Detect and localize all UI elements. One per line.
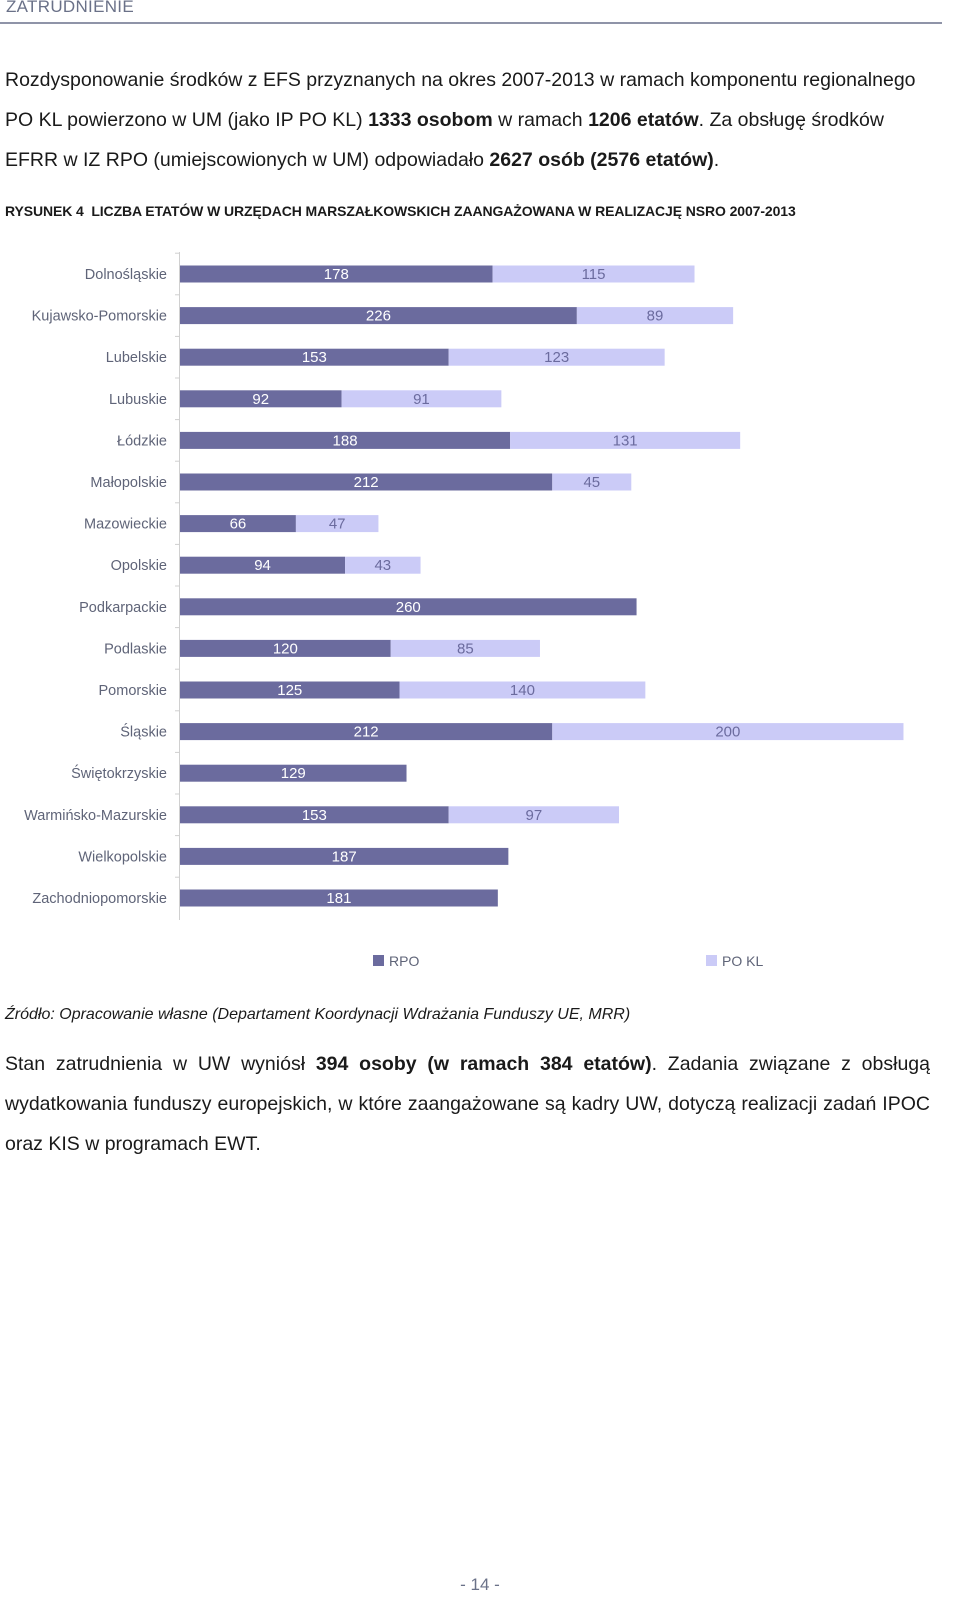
section-title: ZATRUDNIENIE <box>6 0 134 16</box>
data-label: 212 <box>354 724 379 741</box>
legend-swatch-pokl <box>706 955 717 966</box>
bar-pokl <box>399 681 646 699</box>
bar-rpo <box>180 473 553 491</box>
data-label: 226 <box>366 308 391 325</box>
data-label: 92 <box>252 391 269 408</box>
category-label: Świętokrzyskie <box>71 764 167 782</box>
category-label: Warmińsko-Mazurskie <box>24 808 167 824</box>
intro-bold-2: 1206 etatów <box>588 109 699 131</box>
category-label: Śląskie <box>120 723 167 741</box>
bar-rpo <box>180 639 391 657</box>
category-label: Wielkopolskie <box>78 849 167 865</box>
data-label: 140 <box>510 682 535 699</box>
bar-pokl <box>552 723 904 741</box>
data-label: 153 <box>302 807 327 824</box>
intro-bold-1: 1333 osobom <box>368 109 493 131</box>
intro-bold-3: 2627 osób (2576 etatów) <box>489 149 714 171</box>
data-label: 43 <box>374 557 391 574</box>
bar-pokl <box>576 307 734 325</box>
category-label: Zachodniopomorskie <box>32 891 167 907</box>
data-label: 131 <box>613 432 638 449</box>
bar-rpo <box>180 764 407 782</box>
bar-rpo <box>180 598 637 616</box>
figure-label: RYSUNEK 4 <box>5 203 84 219</box>
closing-text-2: . Zadania związane z obsługą wydatkowani… <box>5 1053 930 1155</box>
category-label: Mazowieckie <box>84 517 167 533</box>
data-label: 200 <box>715 724 740 741</box>
category-label: Małopolskie <box>90 475 167 491</box>
bar-pokl <box>448 348 665 366</box>
bar-rpo <box>180 515 296 533</box>
data-label: 187 <box>332 848 357 865</box>
figure-title: RYSUNEK 4 LICZBA ETATÓW W URZĘDACH MARSZ… <box>5 203 796 219</box>
data-label: 120 <box>273 640 298 657</box>
data-label: 178 <box>324 266 349 283</box>
data-label: 66 <box>230 516 247 533</box>
bar-rpo <box>180 307 577 325</box>
intro-text-1: Rozdysponowanie środków z EFS przyznanyc… <box>5 69 916 131</box>
data-label: 45 <box>583 474 600 491</box>
intro-text-3: . Za obsługę środków EFRR w IZ RPO (umie… <box>5 109 884 171</box>
category-label: Lubelskie <box>106 350 167 366</box>
data-label: 91 <box>413 391 430 408</box>
bar-rpo <box>180 348 449 366</box>
data-label: 260 <box>396 599 421 616</box>
category-label: Podlaskie <box>104 641 167 657</box>
data-label: 212 <box>354 474 379 491</box>
category-label: Kujawsko-Pomorskie <box>32 309 167 325</box>
category-label: Lubuskie <box>109 392 167 408</box>
bar-rpo <box>180 390 342 408</box>
bar-pokl <box>295 515 379 533</box>
bar-pokl <box>345 556 421 574</box>
legend-label-rpo: RPO <box>389 953 419 969</box>
bar-rpo <box>180 847 509 865</box>
bar-pokl <box>510 431 741 449</box>
section-header: ZATRUDNIENIE <box>0 0 942 24</box>
data-label: 89 <box>647 308 664 325</box>
data-label: 129 <box>281 765 306 782</box>
bar-rpo <box>180 265 493 283</box>
data-label: 47 <box>329 516 346 533</box>
bar-pokl <box>448 806 619 824</box>
legend-swatch-rpo <box>373 955 384 966</box>
intro-text-2: w ramach <box>492 109 589 131</box>
data-label: 188 <box>333 432 358 449</box>
bar-rpo <box>180 723 553 741</box>
figure-caption: LICZBA ETATÓW W URZĘDACH MARSZAŁKOWSKICH… <box>91 203 796 219</box>
data-label: 181 <box>326 890 351 907</box>
data-label: 115 <box>582 266 606 283</box>
category-label: Łódzkie <box>117 433 167 449</box>
staff-bar-chart: Dolnośląskie 178 115 Kujawsko-Pomorskie 226 8… <box>24 252 904 969</box>
bar-pokl <box>341 390 502 408</box>
legend-label-pokl: PO KL <box>722 953 763 969</box>
data-label: 94 <box>254 557 271 574</box>
category-label: Podkarpackie <box>79 600 167 616</box>
intro-paragraph: Rozdysponowanie środków z EFS przyznanyc… <box>5 60 930 180</box>
closing-text-1: Stan zatrudnienia w UW wyniósł <box>5 1053 316 1075</box>
bar-rpo <box>180 431 511 449</box>
data-label: 125 <box>277 682 302 699</box>
bar-pokl <box>552 473 632 491</box>
data-label: 123 <box>544 349 569 366</box>
bar-rpo <box>180 806 449 824</box>
category-label: Opolskie <box>111 558 167 574</box>
closing-paragraph: Stan zatrudnienia w UW wyniósł 394 osoby… <box>5 1044 930 1164</box>
bar-rpo <box>180 681 400 699</box>
data-label: 85 <box>457 640 474 657</box>
bar-pokl <box>492 265 695 283</box>
category-label: Pomorskie <box>99 683 168 699</box>
page-number: - 14 - <box>460 1575 500 1594</box>
category-label: Dolnośląskie <box>85 267 167 283</box>
closing-bold-1: 394 osoby (w ramach 384 etatów) <box>315 1053 652 1075</box>
bar-rpo <box>180 889 498 907</box>
data-label: 97 <box>525 807 542 824</box>
data-label: 153 <box>302 349 327 366</box>
bar-pokl <box>390 639 540 657</box>
intro-text-4: . <box>713 149 720 171</box>
bar-rpo <box>180 556 346 574</box>
source-note: Źródło: Opracowanie własne (Departament … <box>5 1006 631 1023</box>
